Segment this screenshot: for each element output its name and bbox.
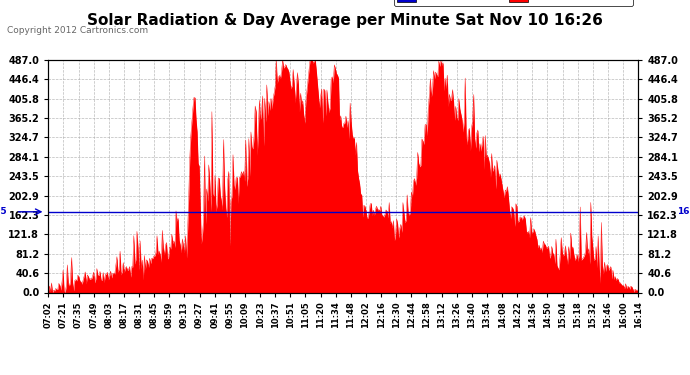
Text: 169.05: 169.05 — [677, 207, 690, 216]
Text: Copyright 2012 Cartronics.com: Copyright 2012 Cartronics.com — [7, 26, 148, 35]
Legend: Median (w/m2), Radiation (w/m2): Median (w/m2), Radiation (w/m2) — [394, 0, 633, 6]
Text: Solar Radiation & Day Average per Minute Sat Nov 10 16:26: Solar Radiation & Day Average per Minute… — [87, 13, 603, 28]
Text: 169.05: 169.05 — [0, 207, 7, 216]
